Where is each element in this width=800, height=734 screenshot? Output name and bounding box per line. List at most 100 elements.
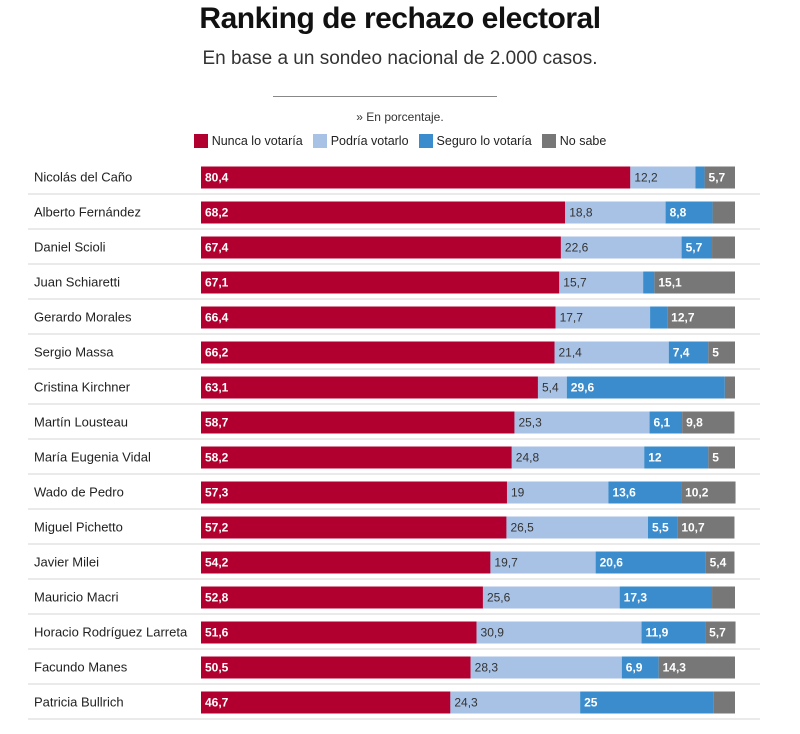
- row-label: Cristina Kirchner: [34, 380, 131, 395]
- data-label-nunca: 67,1: [205, 276, 229, 290]
- data-label-seguro: 11,9: [646, 626, 669, 640]
- bar-segment-nunca: [201, 656, 471, 679]
- data-label-podria: 24,8: [516, 451, 540, 465]
- bar-segment-nunca: [201, 341, 555, 364]
- bar-segment-seguro: [695, 166, 705, 189]
- row-label: Sergio Massa: [34, 345, 114, 360]
- data-label-nosabe: 9,8: [686, 416, 703, 430]
- data-label-nunca: 52,8: [205, 591, 229, 605]
- bar-segment-seguro: [595, 551, 706, 574]
- data-label-podria: 25,6: [487, 591, 511, 605]
- legend-label-nunca: Nunca lo votaría: [211, 134, 303, 148]
- title-divider: [273, 96, 497, 97]
- bar-segment-nunca: [201, 551, 491, 574]
- bar-segment-nunca: [201, 446, 512, 469]
- bar-segment-nunca: [201, 166, 631, 189]
- bar-segment-nunca: [201, 306, 556, 329]
- data-label-podria: 22,6: [565, 241, 589, 255]
- bar-segment-nunca: [201, 376, 538, 399]
- data-label-nunca: 46,7: [205, 696, 229, 710]
- row-label: Javier Milei: [34, 555, 99, 570]
- bar-segment-nosabe: [708, 446, 735, 469]
- data-label-nunca: 68,2: [205, 206, 229, 220]
- row-label: Miguel Pichetto: [34, 520, 123, 535]
- data-label-seguro: 17,3: [624, 591, 648, 605]
- data-label-nunca: 63,1: [205, 381, 229, 395]
- bar-segment-nosabe: [712, 586, 735, 609]
- bar-segment-nunca: [201, 481, 507, 504]
- legend-item-podria: Podría votarlo: [312, 134, 409, 148]
- bar-segment-seguro: [608, 481, 682, 504]
- data-label-podria: 24,3: [454, 696, 478, 710]
- chart-subtitle: En base a un sondeo nacional de 2.000 ca…: [202, 48, 598, 69]
- data-label-nosabe: 15,1: [658, 276, 682, 290]
- row-label: Horacio Rodríguez Larreta: [34, 625, 188, 640]
- bar-segment-seguro: [644, 446, 709, 469]
- bar-segment-podria: [470, 656, 622, 679]
- bar-segment-nunca: [201, 271, 560, 294]
- bar-segment-nunca: [201, 236, 561, 259]
- data-label-nunca: 51,6: [205, 626, 229, 640]
- data-label-nunca: 67,4: [205, 241, 229, 255]
- bar-segment-nosabe: [705, 551, 735, 574]
- legend-swatch-nunca: [193, 134, 208, 148]
- bar-segment-podria: [560, 236, 682, 259]
- data-label-seguro: 25: [584, 696, 598, 710]
- bar-segment-nosabe: [705, 621, 736, 644]
- data-label-podria: 17,7: [560, 311, 584, 325]
- data-label-nunca: 66,2: [205, 346, 229, 360]
- data-label-nosabe: 5,7: [709, 171, 726, 185]
- row-label: Alberto Fernández: [34, 205, 141, 220]
- data-label-seguro: 7,4: [673, 346, 690, 360]
- data-label-nunca: 54,2: [205, 556, 229, 570]
- data-label-nunca: 66,4: [205, 311, 229, 325]
- data-label-nosabe: 12,7: [671, 311, 695, 325]
- data-label-nosabe: 14,3: [663, 661, 687, 675]
- bar-segment-seguro: [641, 621, 706, 644]
- bar-segment-nosabe: [681, 481, 736, 504]
- data-label-podria: 30,9: [481, 626, 505, 640]
- data-label-podria: 26,5: [510, 521, 534, 535]
- data-label-seguro: 13,6: [612, 486, 636, 500]
- row-label: Juan Schiaretti: [34, 275, 120, 290]
- data-label-podria: 21,4: [559, 346, 583, 360]
- row-label: Martín Lousteau: [34, 415, 128, 430]
- bar-segment-nosabe: [713, 691, 735, 714]
- legend-item-seguro: Seguro lo votaría: [418, 134, 532, 148]
- bar-segment-seguro: [619, 586, 713, 609]
- bar-segment-podria: [559, 271, 644, 294]
- data-label-nosabe: 5,4: [710, 556, 727, 570]
- data-label-nosabe: 10,7: [681, 521, 705, 535]
- bar-segment-nunca: [201, 691, 451, 714]
- bar-segment-seguro: [647, 516, 678, 539]
- bar-segment-nosabe: [708, 341, 735, 364]
- bar-segment-podria: [482, 586, 620, 609]
- data-label-seguro: 5,5: [652, 521, 669, 535]
- row-label: Wado de Pedro: [34, 485, 124, 500]
- bar-segment-nosabe: [658, 656, 735, 679]
- bar-segment-podria: [506, 516, 648, 539]
- chart-title: Ranking de rechazo electoral: [199, 2, 601, 35]
- data-label-seguro: 5,7: [686, 241, 703, 255]
- data-label-seguro: 29,6: [571, 381, 595, 395]
- bar-segment-nosabe: [677, 516, 735, 539]
- legend-label-nosabe: No sabe: [559, 134, 607, 148]
- data-label-podria: 19,7: [494, 556, 518, 570]
- data-label-nunca: 58,7: [205, 416, 229, 430]
- bar-segment-seguro: [668, 341, 709, 364]
- data-label-seguro: 6,9: [626, 661, 643, 675]
- row-label: Nicolás del Caño: [34, 170, 132, 185]
- legend-item-nosabe: No sabe: [541, 134, 607, 148]
- bar-segment-nosabe: [682, 411, 735, 434]
- bar-segment-podria: [490, 551, 596, 574]
- data-label-seguro: 6,1: [654, 416, 671, 430]
- data-label-nosabe: 5: [712, 346, 719, 360]
- data-label-nosabe: 5: [712, 451, 719, 465]
- bar-segment-nosabe: [654, 271, 735, 294]
- row-label: María Eugenia Vidal: [34, 450, 151, 465]
- data-label-nunca: 50,5: [205, 661, 229, 675]
- bar-segment-seguro: [566, 376, 725, 399]
- bar-segment-nunca: [201, 586, 483, 609]
- data-label-seguro: 8,8: [670, 206, 687, 220]
